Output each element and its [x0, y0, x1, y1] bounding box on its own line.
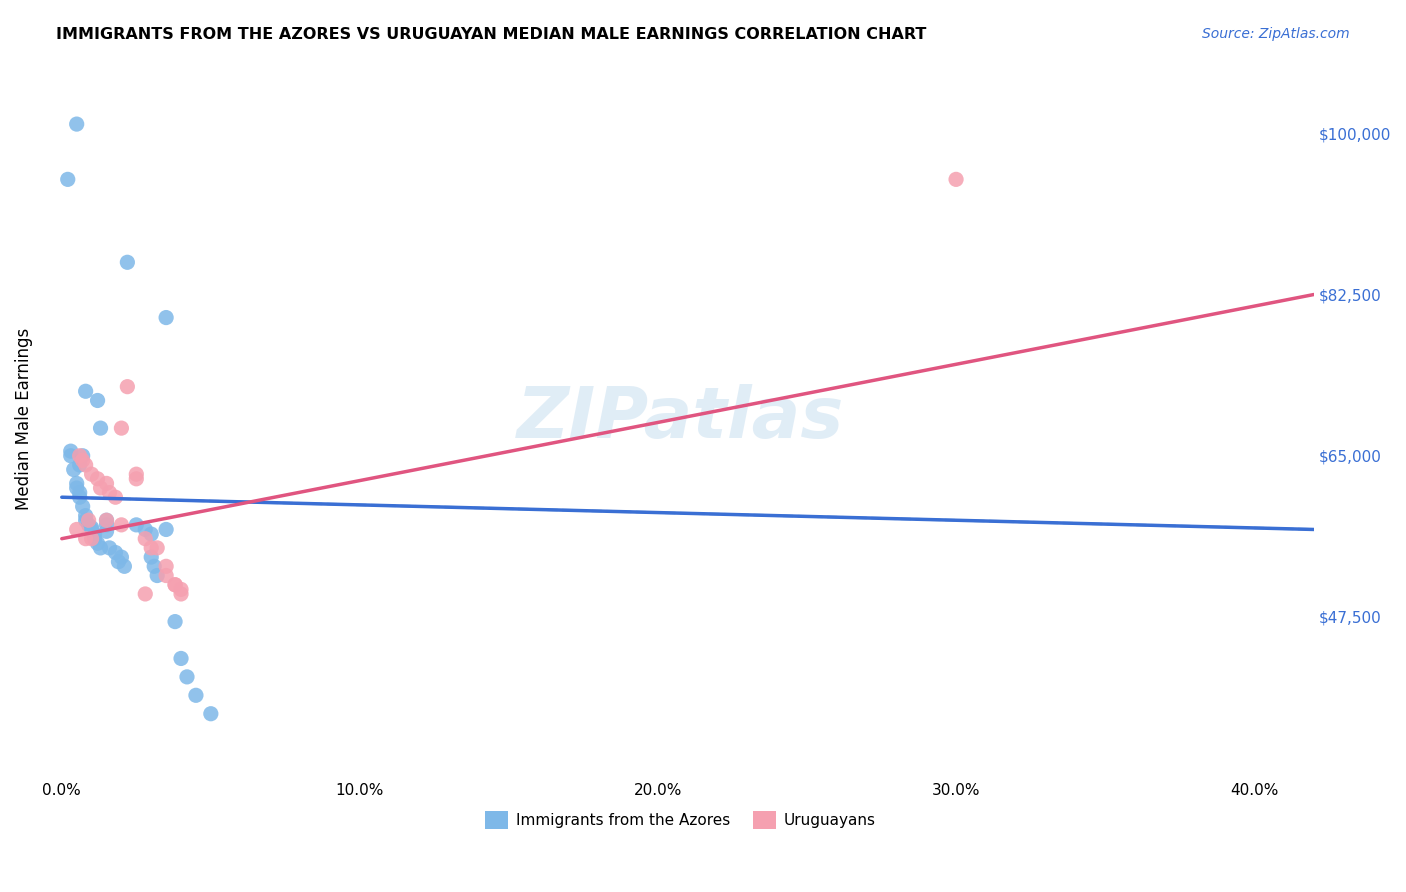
Immigrants from the Azores [80, 521, 103, 535]
Uruguayans [80, 467, 103, 482]
Immigrants from the Azores [96, 524, 118, 539]
Uruguayans [110, 421, 132, 435]
Uruguayans [165, 578, 187, 592]
Immigrants from the Azores [96, 513, 118, 527]
Immigrants from the Azores [125, 517, 148, 532]
Immigrants from the Azores [86, 393, 108, 408]
Uruguayans [945, 172, 967, 186]
Immigrants from the Azores [104, 545, 127, 559]
Immigrants from the Azores [98, 541, 121, 555]
Immigrants from the Azores [155, 523, 177, 537]
Immigrants from the Azores [141, 550, 163, 565]
Immigrants from the Azores [112, 559, 135, 574]
Immigrants from the Azores [72, 449, 94, 463]
Immigrants from the Azores [83, 527, 105, 541]
Legend: Immigrants from the Azores, Uruguayans: Immigrants from the Azores, Uruguayans [479, 805, 882, 835]
Uruguayans [125, 467, 148, 482]
Uruguayans [96, 476, 118, 491]
Immigrants from the Azores [75, 508, 97, 523]
Immigrants from the Azores [75, 513, 97, 527]
Y-axis label: Median Male Earnings: Median Male Earnings [15, 327, 32, 510]
Uruguayans [117, 379, 139, 393]
Immigrants from the Azores [170, 651, 193, 665]
Immigrants from the Azores [66, 476, 89, 491]
Immigrants from the Azores [66, 117, 89, 131]
Uruguayans [80, 532, 103, 546]
Uruguayans [90, 481, 112, 495]
Uruguayans [170, 587, 193, 601]
Immigrants from the Azores [90, 541, 112, 555]
Immigrants from the Azores [176, 670, 198, 684]
Uruguayans [75, 532, 97, 546]
Uruguayans [104, 490, 127, 504]
Text: ZIPatlas: ZIPatlas [516, 384, 844, 453]
Immigrants from the Azores [72, 500, 94, 514]
Immigrants from the Azores [96, 517, 118, 532]
Uruguayans [75, 458, 97, 472]
Immigrants from the Azores [86, 536, 108, 550]
Immigrants from the Azores [134, 523, 156, 537]
Immigrants from the Azores [56, 172, 79, 186]
Immigrants from the Azores [165, 615, 187, 629]
Immigrants from the Azores [146, 568, 169, 582]
Immigrants from the Azores [75, 384, 97, 399]
Uruguayans [66, 523, 89, 537]
Immigrants from the Azores [66, 481, 89, 495]
Uruguayans [98, 485, 121, 500]
Immigrants from the Azores [184, 688, 207, 702]
Immigrants from the Azores [107, 555, 129, 569]
Immigrants from the Azores [62, 462, 84, 476]
Immigrants from the Azores [69, 458, 91, 472]
Immigrants from the Azores [69, 490, 91, 504]
Uruguayans [155, 559, 177, 574]
Immigrants from the Azores [143, 559, 166, 574]
Uruguayans [155, 568, 177, 582]
Uruguayans [72, 453, 94, 467]
Uruguayans [134, 587, 156, 601]
Uruguayans [69, 449, 91, 463]
Uruguayans [146, 541, 169, 555]
Immigrants from the Azores [83, 532, 105, 546]
Immigrants from the Azores [59, 444, 82, 458]
Uruguayans [165, 578, 187, 592]
Immigrants from the Azores [155, 310, 177, 325]
Uruguayans [141, 541, 163, 555]
Immigrants from the Azores [110, 550, 132, 565]
Immigrants from the Azores [69, 485, 91, 500]
Text: IMMIGRANTS FROM THE AZORES VS URUGUAYAN MEDIAN MALE EARNINGS CORRELATION CHART: IMMIGRANTS FROM THE AZORES VS URUGUAYAN … [56, 27, 927, 42]
Immigrants from the Azores [200, 706, 222, 721]
Immigrants from the Azores [141, 527, 163, 541]
Uruguayans [110, 517, 132, 532]
Uruguayans [125, 472, 148, 486]
Uruguayans [170, 582, 193, 597]
Text: Source: ZipAtlas.com: Source: ZipAtlas.com [1202, 27, 1350, 41]
Immigrants from the Azores [59, 449, 82, 463]
Uruguayans [96, 513, 118, 527]
Immigrants from the Azores [117, 255, 139, 269]
Immigrants from the Azores [77, 517, 100, 532]
Immigrants from the Azores [80, 523, 103, 537]
Uruguayans [134, 532, 156, 546]
Uruguayans [86, 472, 108, 486]
Uruguayans [77, 513, 100, 527]
Immigrants from the Azores [90, 421, 112, 435]
